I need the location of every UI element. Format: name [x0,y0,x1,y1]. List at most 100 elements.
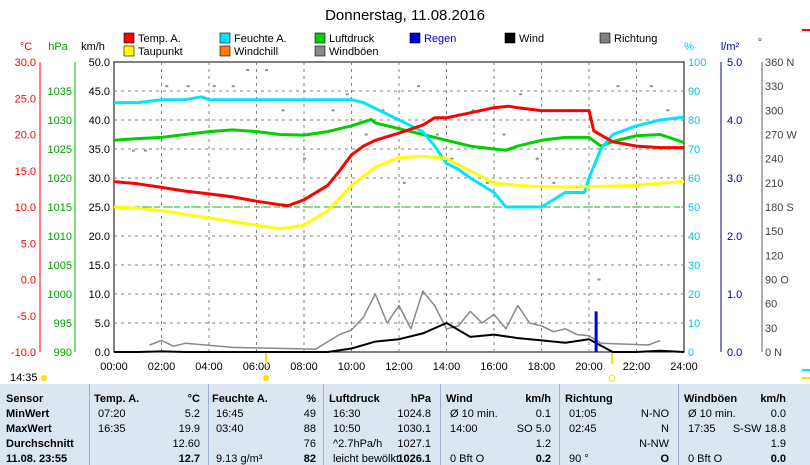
direction-point [649,85,653,88]
direction-tick-label: 270 W [765,130,797,142]
direction-point [231,85,235,88]
direction-point [450,157,454,160]
temp-column: Temp. A. °C 07:20 5.2 16:35 19.9 12.60 12.7 [94,384,204,465]
x-tick-label: 04:00 [195,361,223,373]
humidity-tick-label: 30 [688,260,700,272]
pressure-header: Luftdruck [329,393,380,405]
humidity-tick-label: 20 [688,289,700,301]
wind-tick-label: 20.0 [89,231,110,243]
pressure-tick-label: 1005 [48,260,72,272]
legend-swatch [409,32,421,44]
series-line-feuchte-a [114,95,685,209]
pressure-row-note: 16:30 [333,408,361,420]
pressure-row-value: 1026.1 [397,453,431,465]
temp-row-value: 5.2 [184,408,200,420]
direction-tick-label: 330 [765,81,783,93]
temp-tick-label: -5.0 [17,311,36,323]
direction-tick-label: 120 [765,250,783,262]
temp-unit: °C [187,393,200,405]
weather-chart: Donnerstag, 11.08.2016 Temp. A. Feuchte A.… [10,7,810,384]
temp-row-value: 19.9 [178,423,200,435]
temp-tick-label: 25.0 [15,93,36,105]
wind-tick-label: 35.0 [89,144,110,156]
legend-swatch [123,32,135,44]
humidity-tick-label: 40 [688,231,700,243]
humidity-tick-label: 70 [688,144,700,156]
direction-point [345,93,349,96]
humidity-row-value: 49 [303,408,316,420]
direction-point [485,181,489,184]
legend-swatch [314,32,326,44]
rain-axis-unit: l/m² [721,41,740,53]
wind-tick-label: 10.0 [89,289,110,301]
wind-tick-label: 45.0 [89,86,110,98]
wind-tick-label: 15.0 [89,260,110,272]
pressure-unit: hPa [410,393,431,405]
x-tick-label: 22:00 [623,361,651,373]
direction-point [436,133,439,136]
wind-row-value: 1.2 [535,438,551,450]
temp-tick-label: -10.0 [11,347,36,359]
gusts-row-note: 0 Bft O [688,453,723,465]
series-line-windb-en [149,290,661,350]
rain-tick-label: 3.0 [727,173,742,185]
row-labels-column: Sensor MinWert MaxWert Durchschnitt 11.0… [6,384,90,465]
humidity-axis-unit: % [684,41,694,53]
direction-point [535,157,539,160]
legend-label: Luftdruck [329,33,375,45]
temp-tick-label: 15.0 [15,166,36,178]
pressure-tick-label: 1010 [48,231,72,243]
series-line-luftdruck [113,117,685,152]
sunset-marker [608,374,616,382]
direction-axis-unit: ° [758,37,762,49]
rain-tick-label: 4.0 [727,115,742,127]
humidity-row-note: 03:40 [216,423,244,435]
temp-tick-label: 0.0 [21,275,36,287]
gusts-row-note: 17:35 [688,423,716,435]
gusts-column: Windböen km/h Ø 10 min. 0.0 17:35 S-SW 18.8 1.… [684,384,790,465]
gusts-row-value: S-SW 18.8 [732,423,786,435]
x-tick-label: 14:00 [433,361,461,373]
direction-point [186,85,190,88]
sunrise-marker [263,375,269,381]
direction-point [265,69,268,72]
pressure-tick-label: 1020 [48,173,72,185]
wind-column: Wind km/h Ø 10 min. 0.1 14:00 SO 5.0 1.2 0 Bft … [446,384,555,465]
temp-row-note: 16:35 [98,423,126,435]
temp-tick-label: 5.0 [21,238,36,250]
rain-tick-label: 5.0 [727,57,742,69]
humidity-tick-label: 60 [688,173,700,185]
humidity-row-note: 16:45 [216,408,244,420]
row-label-sensor: Sensor [6,393,44,405]
row-label-min: MinWert [6,408,50,420]
temp-row-value: 12.60 [172,438,200,450]
humidity-row-note: 9.13 g/m³ [216,453,263,465]
row-label-max: MaxWert [6,423,52,435]
temp-tick-label: 30.0 [15,57,36,69]
wind-tick-label: 40.0 [89,115,110,127]
legend-label: Wind [519,33,544,45]
wind-header: Wind [446,393,473,405]
legend-swatch [504,32,516,44]
wind-row-value: 0.2 [535,453,551,465]
legend-swatch [599,32,611,44]
wind-tick-label: 50.0 [89,57,110,69]
wind-tick-label: 0.0 [95,347,110,359]
x-tick-label: 12:00 [385,361,413,373]
direction-point [502,133,506,136]
statistics-table: Sensor MinWert MaxWert Durchschnitt 11.0… [0,384,810,465]
pressure-row-note: ^2.7hPa/h [333,438,383,450]
humidity-tick-label: 100 [688,57,706,69]
direction-point [552,181,556,184]
direction-point [246,69,249,72]
direction-point [616,85,620,88]
legend-label: Richtung [614,33,657,45]
direction-tick-label: 210 [765,178,783,190]
temp-tick-label: 20.0 [15,130,36,142]
row-label-current: 11.08. 23:55 [6,453,68,465]
direction-row-note: 90 ° [569,453,589,465]
temp-axis-unit: °C [20,41,32,53]
status-time: 14:35 [10,372,38,384]
wind-unit: km/h [525,393,551,405]
wind-row-note: 14:00 [450,423,478,435]
